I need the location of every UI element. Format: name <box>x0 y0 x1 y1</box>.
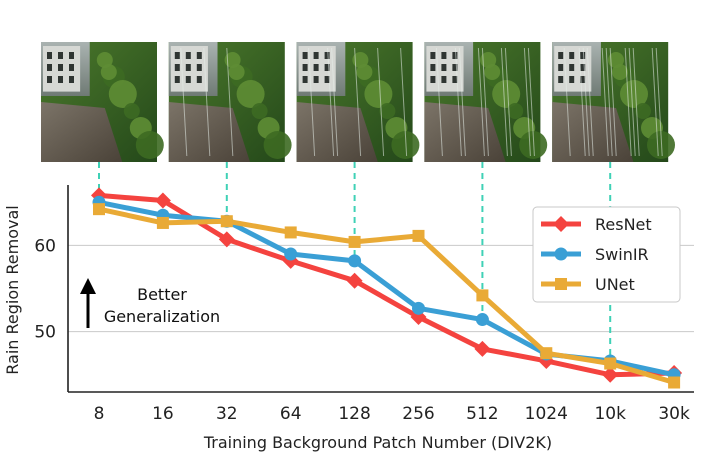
data-point <box>540 347 553 360</box>
x-axis-label: Training Background Patch Number (DIV2K) <box>203 433 552 452</box>
x-tick-label: 1024 <box>525 404 568 424</box>
axes <box>67 185 694 393</box>
y-axis-label: Rain Region Removal <box>3 205 22 374</box>
data-point <box>218 231 235 248</box>
thumbnail-strip <box>41 42 675 162</box>
x-tick-label: 128 <box>338 404 370 424</box>
data-point <box>476 289 489 302</box>
x-tick-label: 10k <box>594 404 626 424</box>
legend-marker <box>555 278 567 290</box>
data-point <box>346 272 363 289</box>
rain-thumbnail <box>41 42 164 162</box>
rain-thumbnail <box>168 42 292 162</box>
legend-marker <box>554 247 568 261</box>
series-line <box>98 206 675 385</box>
legend-marker <box>553 216 569 232</box>
tick-labels: 50 60 8 16 32 64 128 256 512 1024 10k 30k <box>34 236 690 424</box>
legend-box <box>532 206 681 303</box>
data-point <box>475 313 489 327</box>
rain-thumbnail <box>424 42 548 162</box>
rain-thumbnail <box>296 42 420 162</box>
x-tick-label: 32 <box>216 404 238 424</box>
legend-item-swinir: SwinIR <box>541 245 649 264</box>
x-tick-label: 64 <box>280 404 302 424</box>
x-tick-label: 256 <box>402 404 434 424</box>
legend-item-resnet: ResNet <box>541 215 652 234</box>
data-point <box>348 254 362 268</box>
data-point <box>348 235 361 248</box>
x-tick-label: 16 <box>152 404 174 424</box>
legend: ResNet SwinIR UNet <box>532 206 681 303</box>
data-point <box>668 376 681 389</box>
legend-label: ResNet <box>595 215 652 234</box>
legend-item-unet: UNet <box>541 275 635 294</box>
data-point <box>93 203 105 216</box>
annotation-line-2: Generalization <box>104 307 220 326</box>
data-point <box>474 340 491 357</box>
data-point <box>220 215 233 228</box>
data-point <box>284 226 297 239</box>
series <box>91 187 683 389</box>
x-tick-label: 512 <box>466 404 498 424</box>
annotation-line-1: Better <box>137 285 187 304</box>
data-point <box>602 366 619 383</box>
data-point <box>412 301 425 315</box>
data-point <box>156 216 169 229</box>
data-point <box>604 357 617 370</box>
data-point <box>154 192 171 209</box>
y-tick-label: 60 <box>34 236 56 256</box>
x-tick-label: 30k <box>658 404 690 424</box>
series-unet <box>93 203 681 389</box>
up-arrow-icon <box>80 278 96 294</box>
rain-thumbnail <box>552 42 675 162</box>
x-tick-label: 8 <box>94 404 105 424</box>
y-tick-label: 50 <box>34 323 56 343</box>
legend-label: UNet <box>595 275 635 294</box>
data-point <box>284 247 298 261</box>
legend-label: SwinIR <box>595 245 649 264</box>
data-point <box>412 229 425 242</box>
generalization-annotation: Better Generalization <box>80 278 220 328</box>
